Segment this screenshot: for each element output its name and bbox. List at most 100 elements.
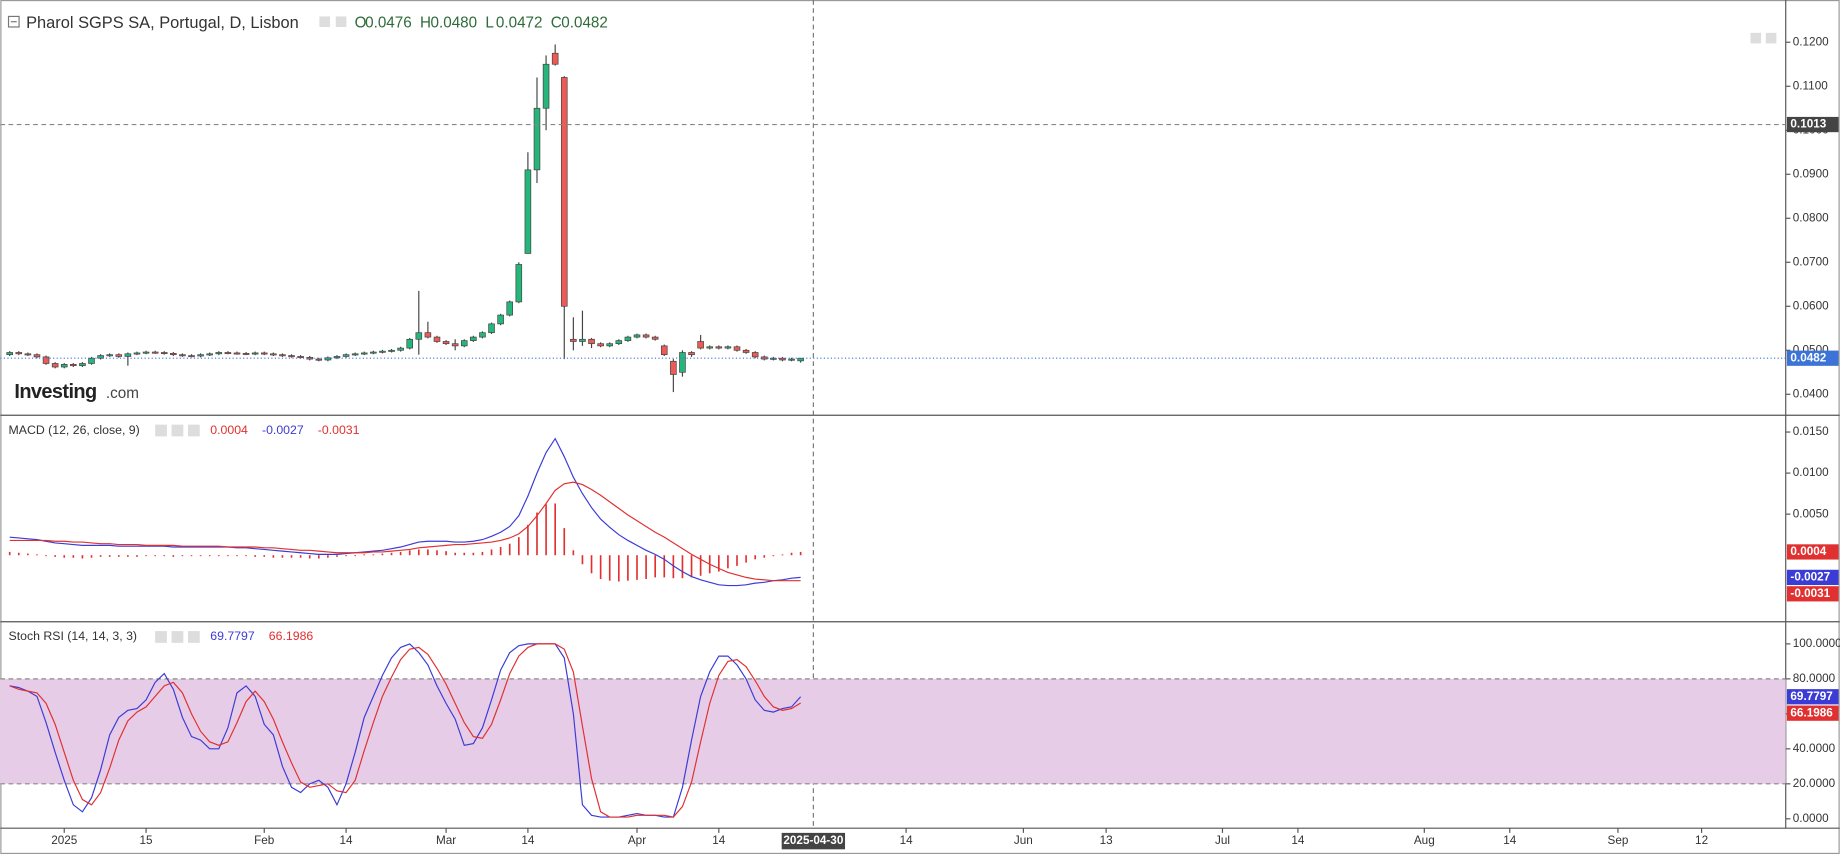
candle-body <box>515 264 523 303</box>
histogram-bar <box>617 555 620 582</box>
candle-body <box>651 336 659 340</box>
histogram-bar <box>45 555 47 557</box>
x-tick-label: Aug <box>1414 834 1435 847</box>
close-icon[interactable] <box>188 631 200 643</box>
axis-value-label: -0.0027 <box>1790 570 1830 583</box>
histogram-bar <box>217 555 220 557</box>
histogram-bar <box>390 552 393 556</box>
candle-body <box>670 360 677 375</box>
candle-body <box>588 338 595 345</box>
histogram-bar <box>299 555 302 558</box>
histogram-bar <box>654 555 656 578</box>
candle-body <box>351 353 359 356</box>
axis-value-label-box <box>1786 586 1839 602</box>
candle-body <box>79 363 86 367</box>
histogram-bar <box>763 555 766 558</box>
histogram-bar <box>527 524 529 556</box>
y-tick-label: 0.0900 <box>1793 167 1829 180</box>
x-tick-label: 15 <box>140 834 154 847</box>
histogram-bar <box>436 550 438 556</box>
histogram-bar <box>754 555 757 560</box>
histogram-bar <box>536 512 538 556</box>
axis-value-label-box <box>1786 569 1839 586</box>
candle-body <box>42 356 50 364</box>
ohlc-key: O <box>355 14 367 31</box>
candle-body <box>133 352 141 355</box>
histogram-bar <box>108 555 111 557</box>
candle-body <box>460 340 468 347</box>
histogram-bar <box>545 504 547 556</box>
histogram-bar <box>745 555 747 563</box>
ohlc-value: 0.0476 <box>365 14 412 31</box>
settings-icon[interactable] <box>319 16 330 27</box>
histogram-bar <box>163 555 166 557</box>
histogram-bar <box>517 537 520 556</box>
candle-body <box>124 353 132 357</box>
settings-icon[interactable] <box>155 631 167 643</box>
settings-icon[interactable] <box>171 424 184 437</box>
candle-body <box>433 336 441 342</box>
settings-icon[interactable] <box>155 424 167 437</box>
candle-body <box>224 352 232 355</box>
candle-body <box>506 301 514 316</box>
candle-body <box>6 352 13 356</box>
settings-icon[interactable] <box>335 16 347 27</box>
histogram-bar <box>327 555 329 558</box>
candle-body <box>451 343 459 347</box>
y-tick-label: 100.0000 <box>1793 637 1840 650</box>
candle-body <box>260 352 268 355</box>
histogram-bar <box>645 555 647 580</box>
pane-icon[interactable] <box>1750 32 1762 44</box>
last-price-label-box <box>1786 350 1839 366</box>
axis-value-label-box <box>1786 705 1839 721</box>
histogram-bar <box>672 555 675 579</box>
crosshair-date-box <box>781 832 846 850</box>
last-price-label: 0.0482 <box>1790 351 1826 364</box>
histogram-bar <box>154 555 156 557</box>
pane-icon[interactable] <box>1765 32 1777 44</box>
settings-icon[interactable] <box>171 631 184 643</box>
candle-body <box>633 334 641 338</box>
x-tick-label: Jun <box>1014 834 1033 847</box>
y-tick-label: 0.0400 <box>1793 387 1829 400</box>
candle-body <box>660 345 668 356</box>
collapse-icon[interactable] <box>7 15 20 28</box>
histogram-bar <box>408 550 411 556</box>
candle-body <box>279 354 286 357</box>
histogram-bar <box>499 547 502 556</box>
legend-value: -0.0031 <box>318 423 360 437</box>
x-tick-label: Feb <box>254 834 275 847</box>
histogram-bar <box>172 555 175 557</box>
histogram-bar <box>772 555 775 557</box>
histogram-bar <box>663 555 666 578</box>
histogram-bar <box>227 555 229 557</box>
histogram-bar <box>72 555 75 558</box>
candle-body <box>533 107 541 171</box>
histogram-bar <box>281 555 284 558</box>
crosshair-price-label-box <box>1786 116 1839 133</box>
histogram-bar <box>63 555 66 558</box>
histogram-bar <box>699 555 702 576</box>
candle-body <box>206 353 213 356</box>
histogram-bar <box>736 555 738 566</box>
candle-body <box>33 354 41 358</box>
histogram-bar <box>690 555 693 578</box>
candle-body <box>24 353 32 356</box>
candle-body <box>724 346 732 349</box>
legend-value: 0.0004 <box>210 423 248 437</box>
axis-value-label: 66.1986 <box>1790 706 1833 719</box>
histogram-bar <box>117 555 120 557</box>
candle-body <box>242 353 250 355</box>
candle-body <box>60 364 68 368</box>
histogram-bar <box>99 555 102 557</box>
y-tick-label: 0.0100 <box>1793 466 1829 479</box>
close-icon[interactable] <box>188 424 200 437</box>
axis-value-label: 0.0004 <box>1790 545 1826 558</box>
y-tick-label: 80.0000 <box>1793 672 1836 685</box>
candle-body <box>15 352 23 355</box>
candle-body <box>606 343 614 347</box>
histogram-bar <box>490 549 493 556</box>
x-tick-label: 2025 <box>51 834 78 847</box>
histogram-bar <box>372 554 375 556</box>
candle-body <box>470 336 477 341</box>
